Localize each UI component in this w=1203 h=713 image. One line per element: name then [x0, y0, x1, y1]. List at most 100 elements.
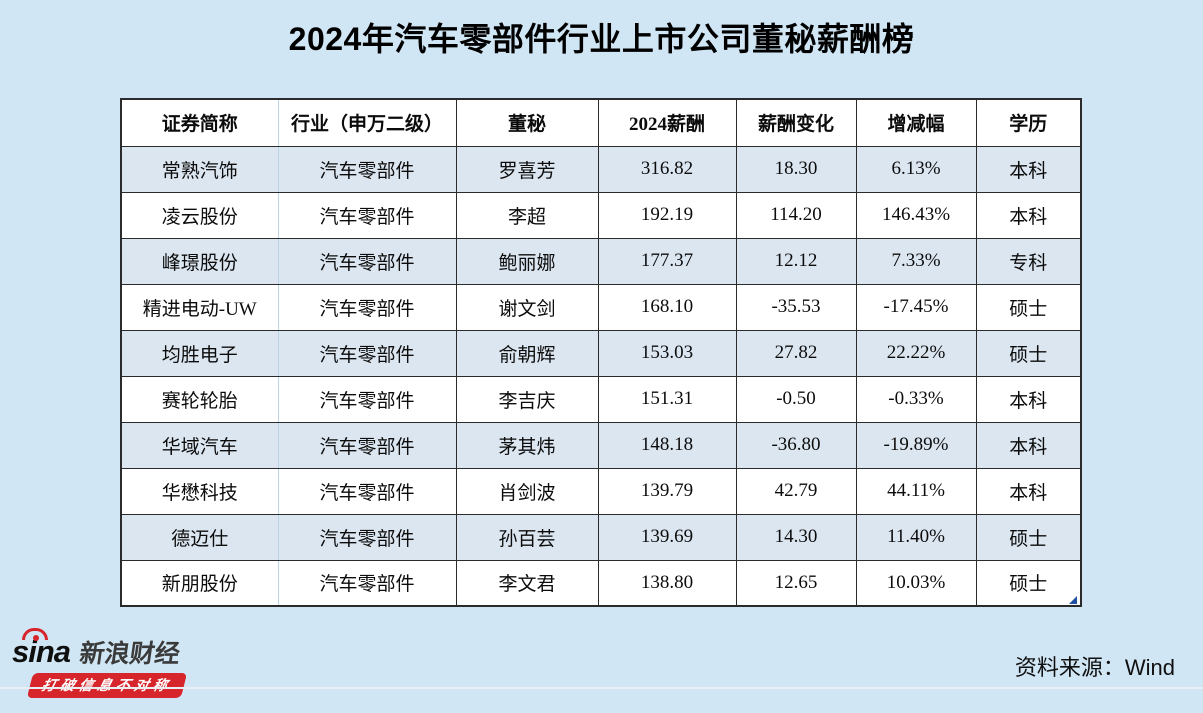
table-cell: 10.03% [855, 559, 977, 607]
table-cell: 专科 [975, 237, 1082, 285]
table-cell: 峰璟股份 [120, 237, 279, 285]
table-header-cell: 行业（申万二级） [277, 98, 457, 147]
table-cell: 俞朝辉 [455, 329, 599, 377]
table-cell: 14.30 [735, 513, 857, 561]
table-cell: 151.31 [597, 375, 737, 423]
table-cell: 153.03 [597, 329, 737, 377]
selection-handle-icon [1069, 596, 1077, 604]
table-cell: 硕士 [975, 513, 1082, 561]
table-cell: 汽车零部件 [277, 513, 457, 561]
table-row: 华域汽车 汽车零部件 茅其炜 148.18 -36.80 -19.89% 本科 [120, 421, 1082, 469]
table-cell: 12.12 [735, 237, 857, 285]
header-row: 证券简称 行业（申万二级） 董秘 2024薪酬 薪酬变化 增减幅 学历 [120, 98, 1082, 147]
sina-eye-icon [22, 628, 52, 641]
sina-finance-label: 新浪财经 [77, 640, 182, 668]
table-cell: 139.69 [597, 513, 737, 561]
table-cell: 138.80 [597, 559, 737, 607]
table-cell: -19.89% [855, 421, 977, 469]
tagline-text: 打破信息不对称 [40, 677, 174, 693]
table-cell: 汽车零部件 [277, 191, 457, 239]
table-cell: 本科 [975, 375, 1082, 423]
page-title: 2024年汽车零部件行业上市公司董秘薪酬榜 [288, 21, 915, 57]
sina-wordmark: sina [12, 628, 71, 667]
table-cell: 德迈仕 [120, 513, 279, 561]
table-cell: 硕士 [975, 329, 1082, 377]
table-cell: 汽车零部件 [277, 145, 457, 193]
salary-table: 证券简称 行业（申万二级） 董秘 2024薪酬 薪酬变化 增减幅 学历 常熟汽饰 汽车零部件罗… [120, 98, 1082, 607]
table-cell: 茅其炜 [455, 421, 599, 469]
table-cell: 凌云股份 [120, 191, 279, 239]
table-cell: 本科 [975, 145, 1082, 193]
table-header-cell: 学历 [975, 98, 1082, 147]
table-cell: 新朋股份 [120, 559, 279, 607]
table-cell: -17.45% [855, 283, 977, 331]
table-cell: 27.82 [735, 329, 857, 377]
table-cell: 华懋科技 [120, 467, 279, 515]
table-cell: 192.19 [597, 191, 737, 239]
table-cell: 139.79 [597, 467, 737, 515]
table-cell: 本科 [975, 467, 1082, 515]
table-row: 均胜电子 汽车零部件 俞朝辉 153.03 27.82 22.22% 硕士 [120, 329, 1082, 377]
table-cell: 6.13% [855, 145, 977, 193]
table-cell: 硕士 [975, 559, 1082, 607]
table-cell: 常熟汽饰 [120, 145, 279, 193]
table-header-cell: 薪酬变化 [735, 98, 857, 147]
table-cell: 22.22% [855, 329, 977, 377]
table-row: 峰璟股份 汽车零部件 鲍丽娜 177.37 12.12 7.33% 专科 [120, 237, 1082, 285]
table-cell: 汽车零部件 [277, 559, 457, 607]
table-cell: 44.11% [855, 467, 977, 515]
table-cell: 均胜电子 [120, 329, 279, 377]
table-cell: 精进电动-UW [120, 283, 279, 331]
table-cell: 316.82 [597, 145, 737, 193]
table-cell: 177.37 [597, 237, 737, 285]
table-row: 新朋股份 汽车零部件 李文君 138.80 12.65 10.03% 硕士 [120, 559, 1082, 607]
table-body: 常熟汽饰 汽车零部件 罗喜芳 316.82 18.30 6.13% 本科 凌云股份 汽车零部件李… [120, 145, 1082, 607]
table-cell: -0.50 [735, 375, 857, 423]
source-label: 资料来源：Wind [1014, 655, 1175, 680]
table-cell: 谢文剑 [455, 283, 599, 331]
table-cell: 114.20 [735, 191, 857, 239]
table-cell: 18.30 [735, 145, 857, 193]
table-cell: 赛轮轮胎 [120, 375, 279, 423]
table-cell: 硕士 [975, 283, 1082, 331]
table-cell: 汽车零部件 [277, 237, 457, 285]
table-cell: 肖剑波 [455, 467, 599, 515]
table-cell: 168.10 [597, 283, 737, 331]
table-cell: 148.18 [597, 421, 737, 469]
table-row: 华懋科技 汽车零部件 肖剑波 139.79 42.79 44.11% 本科 [120, 467, 1082, 515]
sina-logo: sina 新浪财经 打破信息不对称 [12, 628, 232, 698]
table-header-cell: 2024薪酬 [597, 98, 737, 147]
table-cell: 汽车零部件 [277, 283, 457, 331]
table-header-cell: 增减幅 [855, 98, 977, 147]
table-cell: 汽车零部件 [277, 421, 457, 469]
salary-table-grid: 证券简称 行业（申万二级） 董秘 2024薪酬 薪酬变化 增减幅 学历 常熟汽饰 汽车零部件罗… [120, 98, 1082, 607]
table-row: 精进电动-UW 汽车零部件 谢文剑 168.10 -35.53 -17.45% 硕士 [120, 283, 1082, 331]
table-cell: 7.33% [855, 237, 977, 285]
table-cell: -0.33% [855, 375, 977, 423]
table-cell: 本科 [975, 191, 1082, 239]
table-cell: 11.40% [855, 513, 977, 561]
table-cell: 汽车零部件 [277, 329, 457, 377]
table-header-cell: 证券简称 [120, 98, 279, 147]
table-row: 常熟汽饰 汽车零部件 罗喜芳 316.82 18.30 6.13% 本科 [120, 145, 1082, 193]
table-cell: -36.80 [735, 421, 857, 469]
table-row: 凌云股份 汽车零部件 李超 192.19 114.20 146.43% 本科 [120, 191, 1082, 239]
table-row: 赛轮轮胎 汽车零部件 李吉庆 151.31 -0.50 -0.33% 本科 [120, 375, 1082, 423]
table-cell: 孙百芸 [455, 513, 599, 561]
table-cell: 146.43% [855, 191, 977, 239]
table-cell: 李文君 [455, 559, 599, 607]
table-cell: 汽车零部件 [277, 467, 457, 515]
table-cell: 罗喜芳 [455, 145, 599, 193]
table-cell: 鲍丽娜 [455, 237, 599, 285]
table-header-cell: 董秘 [455, 98, 599, 147]
table-cell: 汽车零部件 [277, 375, 457, 423]
table-cell: 李超 [455, 191, 599, 239]
tagline-badge: 打破信息不对称 [26, 673, 187, 698]
table-cell: 本科 [975, 421, 1082, 469]
footer-divider [0, 687, 1203, 689]
table-cell: -35.53 [735, 283, 857, 331]
table-cell: 李吉庆 [455, 375, 599, 423]
table-cell: 华域汽车 [120, 421, 279, 469]
table-cell: 12.65 [735, 559, 857, 607]
table-cell: 42.79 [735, 467, 857, 515]
